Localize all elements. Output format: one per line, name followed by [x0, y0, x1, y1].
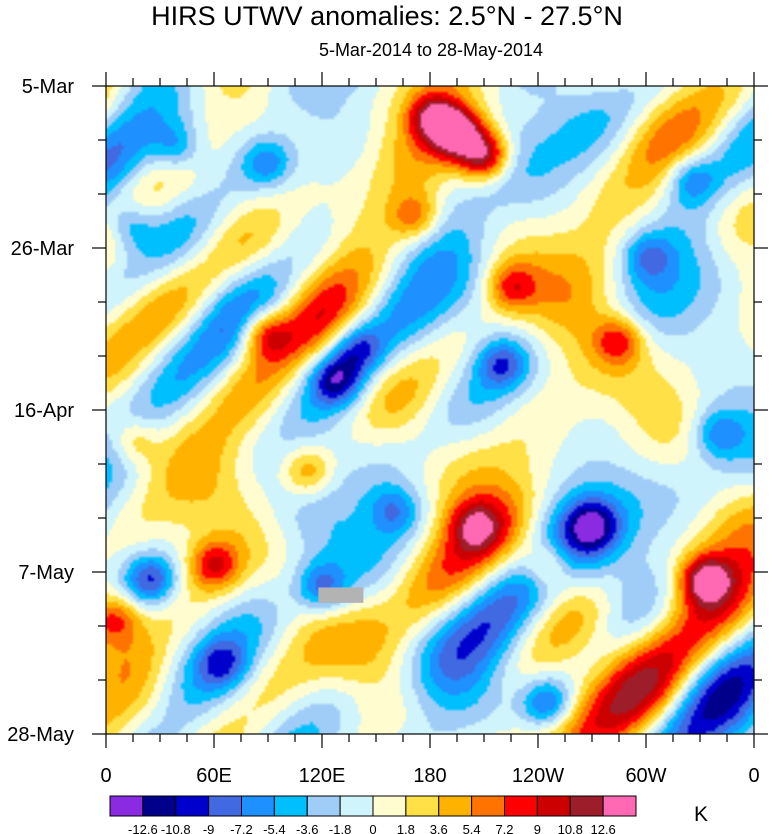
colorbar-swatch — [241, 795, 275, 817]
colorbar-label: 9 — [534, 822, 541, 834]
colorbar-swatch — [175, 795, 210, 817]
colorbar-label: -7.2 — [230, 822, 252, 834]
colorbar-label: 3.6 — [430, 822, 448, 834]
colorbar-label: 1.8 — [397, 822, 415, 834]
colorbar-swatch — [273, 795, 308, 817]
axes: 0 60E 120E 180 120W 60W 0 5-Mar 26-Mar 16-Apr 7-Ma… — [7, 72, 768, 787]
y-tick-label: 16-Apr — [14, 400, 74, 422]
colorbar-swatch — [471, 795, 505, 817]
colorbar-swatch — [438, 795, 473, 817]
x-tick-label: 60E — [196, 765, 232, 787]
y-tick-label: 28-May — [7, 724, 74, 746]
colorbar-label: -12.6 — [128, 822, 158, 834]
colorbar-label: -1.8 — [329, 822, 351, 834]
missing-data-patch — [318, 587, 364, 603]
colorbar-label: 0 — [369, 822, 376, 834]
colorbar-unit: K — [694, 803, 709, 826]
colorbar-swatch — [142, 795, 177, 817]
y-tick-label: 5-Mar — [22, 76, 75, 98]
colorbar-swatch — [372, 795, 407, 817]
x-tick-label: 120E — [299, 765, 346, 787]
chart-title: HIRS UTWV anomalies: 2.5°N - 27.5°N — [151, 1, 623, 31]
anomaly-heatmap — [106, 86, 754, 734]
colorbar-label: -9 — [203, 822, 215, 834]
colorbar-label: 10.8 — [558, 822, 583, 834]
colorbar-swatch — [109, 795, 144, 817]
colorbar: -12.6 -10.8 -9 -7.2 -5.4 -3.6 -1.8 0 1.8 3.6 5.4 7.… — [109, 795, 637, 834]
colorbar-swatch — [208, 795, 242, 817]
x-tick-label: 120W — [512, 765, 564, 787]
colorbar-swatch — [569, 795, 604, 817]
colorbar-label: -3.6 — [296, 822, 318, 834]
x-tick-label: 0 — [748, 765, 759, 787]
colorbar-swatch — [306, 795, 341, 817]
x-tick-label: 60W — [625, 765, 666, 787]
chart-subtitle: 5-Mar-2014 to 28-May-2014 — [318, 40, 544, 60]
colorbar-swatch — [602, 795, 637, 817]
colorbar-label: -5.4 — [263, 822, 285, 834]
colorbar-label: 12.6 — [590, 822, 615, 834]
x-tick-label: 180 — [413, 765, 446, 787]
plot-area — [105, 85, 755, 735]
colorbar-swatch — [536, 795, 571, 817]
y-tick-label: 7-May — [18, 562, 74, 584]
colorbar-swatch — [405, 795, 440, 817]
y-tick-label: 26-Mar — [11, 238, 75, 260]
colorbar-swatch — [504, 795, 538, 817]
colorbar-label: -10.8 — [161, 822, 191, 834]
colorbar-label: 7.2 — [495, 822, 513, 834]
colorbar-swatch — [339, 795, 374, 817]
x-tick-label: 0 — [100, 765, 111, 787]
colorbar-label: 5.4 — [463, 822, 481, 834]
